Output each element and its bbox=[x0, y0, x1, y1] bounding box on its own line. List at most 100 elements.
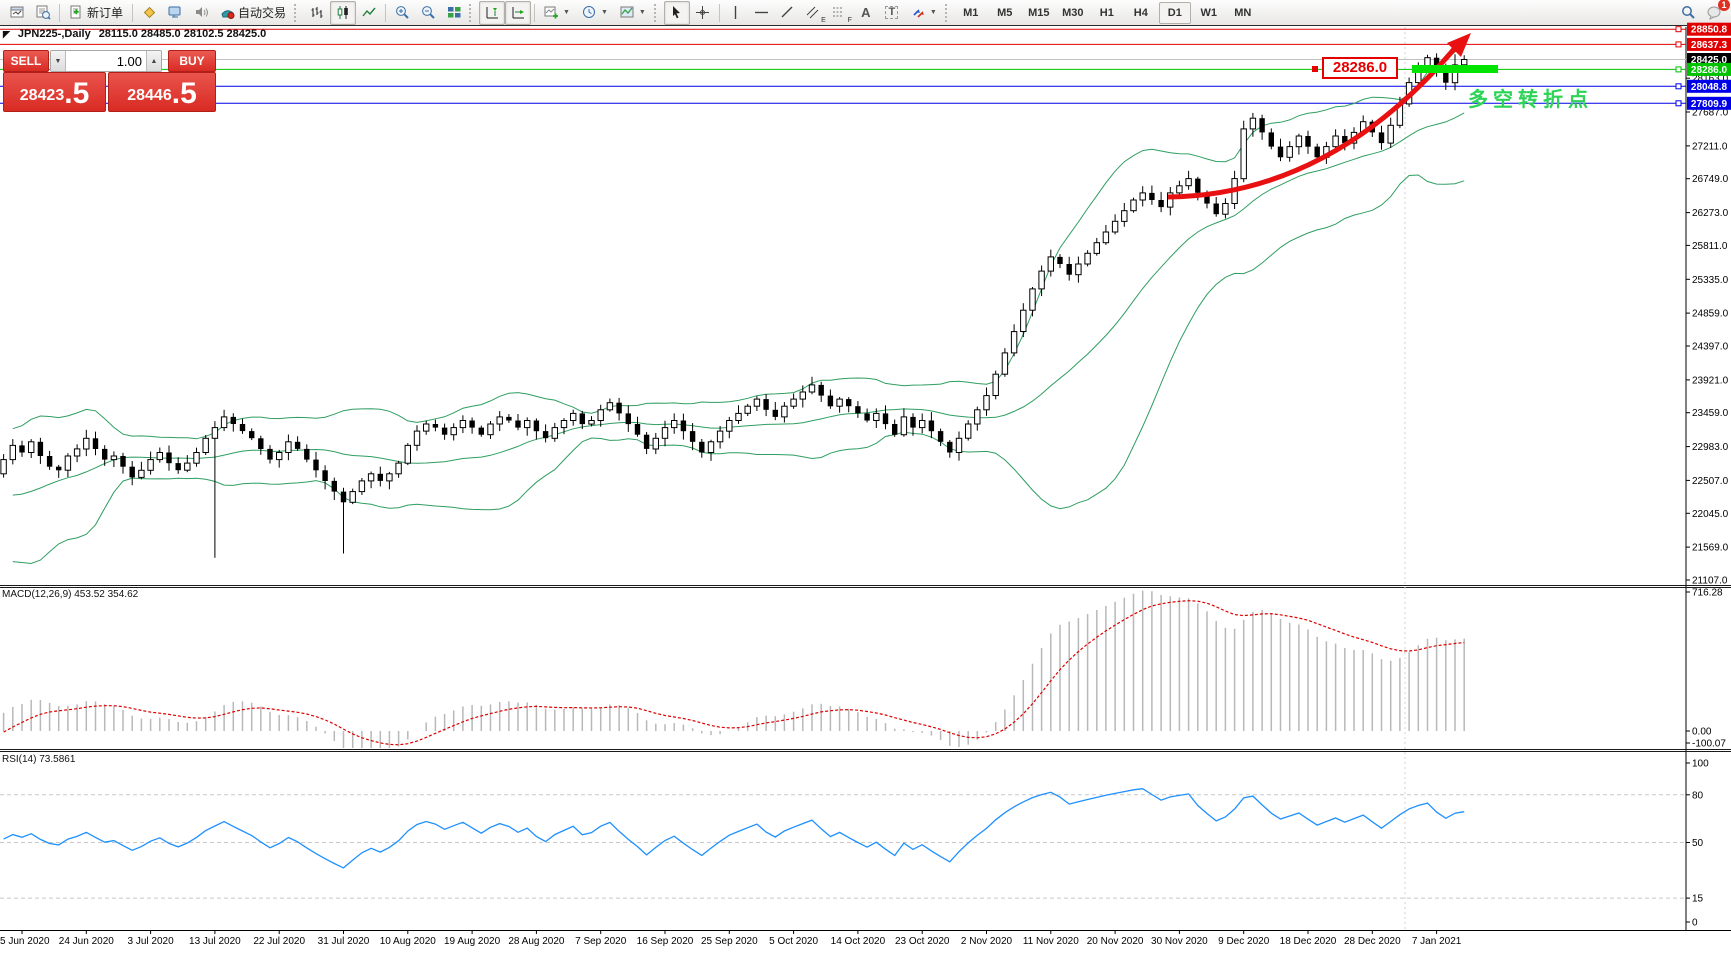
svg-text:28425.0: 28425.0 bbox=[1691, 55, 1728, 66]
new-chart-icon[interactable] bbox=[4, 1, 30, 25]
window-corner-icon: ◤ bbox=[3, 28, 10, 39]
svg-text:28 Aug 2020: 28 Aug 2020 bbox=[508, 936, 565, 947]
svg-text:22 Jul 2020: 22 Jul 2020 bbox=[253, 936, 305, 947]
timeframe-M30[interactable]: M30 bbox=[1062, 6, 1084, 19]
price-callout-box[interactable]: 28286.0 bbox=[1322, 57, 1398, 79]
timeframe-M5[interactable]: M5 bbox=[997, 6, 1013, 19]
volume-down-icon[interactable]: ▼ bbox=[51, 51, 66, 71]
sell-button[interactable]: SELL bbox=[3, 50, 49, 72]
price-scale[interactable]: 28163.0 27687.0 27211.0 26749.0 26273.0 25811… bbox=[1686, 22, 1731, 587]
text-label-tool-icon[interactable]: T bbox=[879, 1, 905, 25]
buy-price[interactable]: 28446.5 bbox=[108, 72, 216, 112]
main-toolbar: 新订单 自动交易 ▼ ▼ bbox=[0, 0, 1731, 26]
svg-text:0: 0 bbox=[1692, 918, 1698, 929]
svg-text:25811.0: 25811.0 bbox=[1692, 241, 1728, 252]
search-icon[interactable] bbox=[1675, 1, 1701, 25]
svg-text:0.00: 0.00 bbox=[1692, 727, 1712, 738]
svg-text:13 Jul 2020: 13 Jul 2020 bbox=[189, 936, 241, 947]
horizontal-line-tool-icon[interactable] bbox=[749, 1, 775, 25]
svg-text:26749.0: 26749.0 bbox=[1692, 174, 1729, 185]
market-watch-icon[interactable] bbox=[136, 1, 162, 25]
svg-text:31 Jul 2020: 31 Jul 2020 bbox=[318, 936, 370, 947]
zoom-in-icon[interactable] bbox=[389, 1, 415, 25]
cursor-tool-icon[interactable] bbox=[663, 0, 690, 25]
notifications-icon[interactable]: 1 bbox=[1701, 0, 1730, 25]
turning-point-note[interactable]: 多空转折点 bbox=[1468, 89, 1593, 111]
svg-text:28048.8: 28048.8 bbox=[1691, 82, 1728, 93]
svg-text:28286.0: 28286.0 bbox=[1691, 65, 1728, 76]
timeframe-W1[interactable]: W1 bbox=[1200, 6, 1218, 19]
svg-text:9 Dec 2020: 9 Dec 2020 bbox=[1218, 936, 1270, 947]
time-scale[interactable]: 15 Jun 2020 24 Jun 2020 3 Jul 2020 13 Jul 2… bbox=[0, 930, 1462, 947]
candlestick-chart-icon[interactable] bbox=[330, 0, 357, 25]
callout-anchor-marker bbox=[1312, 66, 1318, 72]
timeframe-M15[interactable]: M15 bbox=[1028, 6, 1050, 19]
chart-shift-icon[interactable] bbox=[479, 0, 506, 25]
trendline-tool-icon[interactable] bbox=[775, 1, 801, 25]
timeframe-H1[interactable]: H1 bbox=[1099, 6, 1114, 19]
svg-text:24 Jun 2020: 24 Jun 2020 bbox=[59, 936, 114, 947]
data-window-icon[interactable] bbox=[30, 1, 56, 25]
arrows-tool-button[interactable]: ▼ bbox=[905, 1, 943, 25]
svg-text:5 Oct 2020: 5 Oct 2020 bbox=[769, 936, 818, 947]
highlight-bar[interactable] bbox=[1412, 65, 1498, 73]
timeframe-M1[interactable]: M1 bbox=[963, 6, 979, 19]
svg-text:22045.0: 22045.0 bbox=[1692, 509, 1729, 520]
timeframe-MN[interactable]: MN bbox=[1234, 6, 1252, 19]
ohlc-values: 28115.0 28485.0 28102.5 28425.0 bbox=[98, 28, 267, 40]
timeframe-H4[interactable]: H4 bbox=[1133, 6, 1148, 19]
bar-chart-icon[interactable] bbox=[304, 1, 330, 25]
auto-trading-label: 自动交易 bbox=[238, 6, 287, 20]
macd-pane: 716.28 0.00-100.07 bbox=[2, 588, 1726, 750]
channel-tool-icon[interactable]: E bbox=[801, 1, 827, 25]
sell-price-pips: .5 bbox=[64, 77, 90, 110]
svg-text:7 Sep 2020: 7 Sep 2020 bbox=[575, 936, 627, 947]
svg-text:7 Jan 2021: 7 Jan 2021 bbox=[1412, 936, 1462, 947]
terminal-icon[interactable] bbox=[162, 1, 188, 25]
svg-text:16 Sep 2020: 16 Sep 2020 bbox=[637, 936, 694, 947]
vertical-line-tool-icon[interactable] bbox=[723, 1, 749, 25]
rsi-pane: 100 80 50 15 0 bbox=[0, 759, 1709, 929]
svg-text:23 Oct 2020: 23 Oct 2020 bbox=[895, 936, 950, 947]
svg-text:2 Nov 2020: 2 Nov 2020 bbox=[961, 936, 1013, 947]
tile-windows-icon[interactable] bbox=[441, 1, 467, 25]
svg-text:20 Nov 2020: 20 Nov 2020 bbox=[1087, 936, 1144, 947]
chevron-down-icon: ▼ bbox=[638, 9, 646, 16]
buy-button[interactable]: BUY bbox=[168, 50, 216, 72]
fibo-glyph: F bbox=[847, 16, 852, 24]
svg-text:21569.0: 21569.0 bbox=[1692, 543, 1729, 554]
svg-text:21107.0: 21107.0 bbox=[1692, 576, 1728, 587]
sell-price[interactable]: 28423.5 bbox=[3, 72, 106, 112]
trend-arrow[interactable] bbox=[1167, 33, 1471, 200]
svg-text:28163.0: 28163.0 bbox=[1692, 74, 1729, 85]
svg-text:24397.0: 24397.0 bbox=[1692, 342, 1729, 353]
zoom-out-icon[interactable] bbox=[415, 1, 441, 25]
auto-scroll-icon[interactable] bbox=[505, 0, 532, 25]
channel-glyph: E bbox=[821, 16, 826, 24]
timeframe-D1[interactable]: D1 bbox=[1158, 1, 1191, 24]
templates-button[interactable]: ▼ bbox=[614, 1, 652, 25]
text-tool-icon[interactable]: A bbox=[861, 5, 871, 20]
svg-text:23921.0: 23921.0 bbox=[1692, 375, 1729, 386]
svg-text:27687.0: 27687.0 bbox=[1692, 108, 1729, 119]
fibonacci-tool-icon[interactable]: F bbox=[827, 1, 853, 25]
svg-text:10 Aug 2020: 10 Aug 2020 bbox=[380, 936, 437, 947]
symbol-period-label: JPN225-,Daily bbox=[17, 28, 91, 40]
add-indicator-button[interactable]: ▼ bbox=[538, 1, 576, 25]
chart-frame bbox=[0, 27, 1731, 931]
line-chart-icon[interactable] bbox=[356, 1, 382, 25]
crosshair-tool-icon[interactable] bbox=[690, 1, 716, 25]
svg-text:28850.8: 28850.8 bbox=[1691, 25, 1728, 36]
volume-up-icon[interactable]: ▲ bbox=[146, 51, 161, 71]
svg-text:15: 15 bbox=[1692, 894, 1704, 905]
alerts-icon[interactable] bbox=[188, 1, 214, 25]
volume-input[interactable] bbox=[66, 51, 146, 71]
new-order-label: 新订单 bbox=[87, 6, 124, 20]
svg-text:14 Oct 2020: 14 Oct 2020 bbox=[831, 936, 886, 947]
svg-text:26273.0: 26273.0 bbox=[1692, 208, 1729, 219]
volume-stepper[interactable]: ▼ ▲ bbox=[50, 50, 162, 72]
periods-button[interactable]: ▼ bbox=[576, 1, 614, 25]
auto-trading-button[interactable]: 自动交易 bbox=[214, 1, 292, 25]
new-order-button[interactable]: 新订单 bbox=[63, 1, 129, 25]
